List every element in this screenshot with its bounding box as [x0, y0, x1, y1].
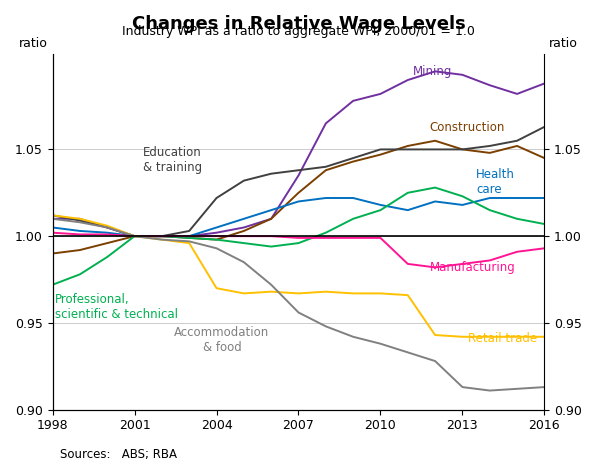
Title: Changes in Relative Wage Levels: Changes in Relative Wage Levels	[131, 15, 466, 33]
Text: Professional,
scientific & technical: Professional, scientific & technical	[56, 294, 179, 322]
Text: ratio: ratio	[549, 37, 578, 50]
Text: Mining: Mining	[413, 65, 453, 78]
Text: Retail trade: Retail trade	[468, 332, 537, 345]
Text: Construction: Construction	[430, 121, 505, 134]
Text: Accommodation
& food: Accommodation & food	[174, 326, 270, 354]
Text: Manufacturing: Manufacturing	[430, 261, 515, 274]
Text: Sources:   ABS; RBA: Sources: ABS; RBA	[60, 448, 177, 461]
Text: Health
care: Health care	[476, 168, 515, 196]
Text: Education
& training: Education & training	[143, 146, 202, 174]
Text: Industry WPI as a ratio to aggregate WPI, 2000/01 = 1.0: Industry WPI as a ratio to aggregate WPI…	[122, 25, 475, 38]
Text: ratio: ratio	[19, 37, 48, 50]
